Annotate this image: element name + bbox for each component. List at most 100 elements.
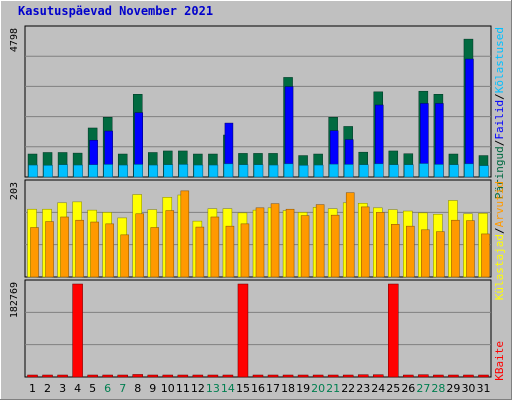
bar-kbytes [312, 374, 324, 378]
bar-kbytes [357, 374, 369, 378]
x-tick-label: 5 [89, 382, 96, 395]
bar-sites [180, 190, 190, 278]
chart-title: Kasutuspäevad November 2021 [18, 4, 213, 18]
x-tick-label: 15 [236, 382, 250, 395]
bar-kbytes [42, 374, 53, 378]
x-tick-label: 24 [371, 382, 385, 395]
x-tick-label: 8 [134, 382, 141, 395]
bar-hits [283, 163, 294, 178]
bar-hits [88, 164, 98, 178]
legend-part: Kõlastused [493, 27, 506, 93]
x-tick-label: 4 [74, 382, 81, 395]
bar-hits [298, 165, 309, 178]
bar-hits [238, 164, 249, 178]
bar-kbytes [222, 374, 234, 378]
bar-sites [451, 219, 460, 278]
x-tick-label: 16 [251, 382, 265, 395]
panel-bottom: 182769 [9, 279, 492, 378]
bar-hits [223, 163, 234, 178]
bar-hits [343, 164, 354, 178]
bar-hits [479, 165, 489, 178]
bar-kbytes [418, 374, 429, 378]
x-tick-label: 6 [104, 382, 111, 395]
bar-hits [434, 164, 444, 178]
bar-sites [300, 215, 310, 278]
x-tick-label: 28 [431, 382, 445, 395]
bar-kbytes [87, 374, 98, 378]
x-tick-label: 12 [191, 382, 205, 395]
bar-kbytes [342, 374, 354, 378]
x-tick-label: 25 [386, 382, 400, 395]
bar-sites [60, 216, 69, 278]
bar-sites [150, 227, 160, 278]
bar-hits [163, 164, 174, 178]
bar-sites [75, 219, 84, 278]
x-axis-labels: 1 2 3 4 5 6 7 8 9 10 11 12 13 14 15 16 17 18 19 20 21 22 23 24 2… [29, 382, 490, 395]
x-tick-label: 13 [206, 382, 220, 395]
bar-hits [358, 164, 369, 178]
bar-kbytes [373, 374, 384, 378]
bar-kbytes [117, 374, 128, 378]
bar-hits [389, 164, 399, 178]
bar-hits [404, 164, 414, 178]
bar-kbytes [478, 374, 489, 378]
bar-hits [328, 163, 339, 178]
bar-hits [103, 164, 113, 178]
x-tick-label: 20 [311, 382, 325, 395]
x-tick-label: 26 [401, 382, 415, 395]
bar-kbytes [267, 374, 279, 378]
bar-sites [30, 227, 39, 278]
x-tick-label: 19 [296, 382, 310, 395]
bar-sites [360, 206, 370, 278]
bar-hits [148, 164, 159, 178]
bar-kbytes [147, 374, 159, 378]
bar-hits [133, 164, 143, 178]
y-tick-label: 203 [9, 182, 20, 200]
bar-kbytes [27, 374, 38, 378]
bar-hits [449, 164, 459, 178]
bar-hits [118, 164, 128, 178]
x-tick-label: 30 [461, 382, 475, 395]
bar-sites [270, 203, 280, 278]
x-tick-label: 27 [416, 382, 430, 395]
bar-hits [464, 163, 474, 178]
legend-label: Külastajad/Arvutid [493, 181, 506, 300]
x-tick-label: 9 [149, 382, 156, 395]
x-tick-label: 2 [44, 382, 51, 395]
y-tick-label: 4798 [9, 28, 20, 52]
bar-sites [210, 216, 220, 278]
bar-sites [406, 225, 415, 278]
panel-top: 4798 [9, 25, 492, 178]
x-tick-label: 3 [59, 382, 66, 395]
bar-sites [466, 220, 475, 278]
x-tick-label: 31 [476, 382, 490, 395]
bar-sites [240, 223, 250, 278]
bar-hits [43, 165, 53, 178]
bar-kbytes [207, 374, 219, 378]
bar-kbytes [237, 283, 249, 378]
bar-kbytes [297, 374, 309, 378]
bar-hits [208, 164, 219, 178]
x-tick-label: 29 [446, 382, 460, 395]
legend-part: / [493, 140, 506, 147]
bar-sites [45, 221, 54, 278]
bar-sites [481, 233, 490, 278]
right-legend: Päringud/Failid/KõlastusedKülastajad/Arv… [493, 27, 506, 381]
bar-hits [193, 164, 204, 178]
bar-kbytes [433, 374, 444, 378]
bar-sites [165, 210, 175, 278]
bar-sites [120, 234, 129, 278]
bar-sites [315, 204, 325, 278]
bar-kbytes [448, 374, 459, 378]
x-tick-label: 23 [356, 382, 370, 395]
x-tick-label: 21 [326, 382, 340, 395]
bar-hits [28, 164, 38, 178]
bar-kbytes [463, 374, 474, 378]
bar-hits [178, 164, 189, 178]
bar-kbytes [72, 283, 83, 378]
legend-part: KBaite [493, 341, 506, 381]
bar-pages [465, 58, 474, 178]
bar-sites [330, 214, 340, 278]
